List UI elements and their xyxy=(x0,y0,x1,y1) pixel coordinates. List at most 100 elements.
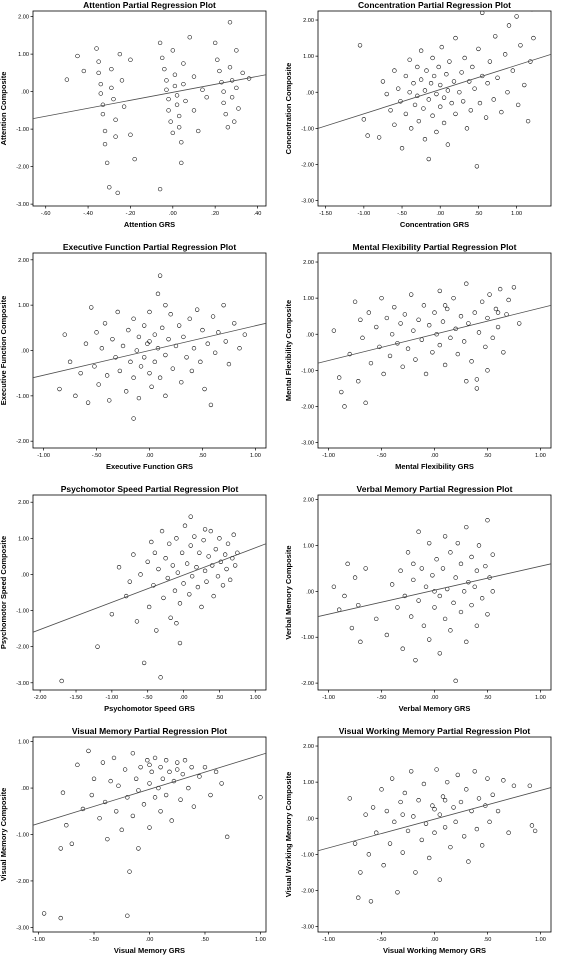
scatter-chart: Verbal Memory Partial Regression Plot -1.… xyxy=(285,484,570,726)
x-tick-label: -1.00 xyxy=(322,937,335,943)
x-axis-label: Mental Flexibility GRS xyxy=(395,462,474,471)
y-axis-label: Visual Working Memory Composite xyxy=(285,772,293,898)
y-tick-label: .00 xyxy=(306,332,314,338)
plot-area xyxy=(33,495,266,690)
y-tick-label: 1.00 xyxy=(18,303,29,309)
x-tick-label: .50 xyxy=(484,937,492,943)
chart-panel: Visual Memory Partial Regression Plot-1.… xyxy=(0,726,285,968)
y-tick-label: 2.00 xyxy=(303,744,314,750)
y-tick-label: -1.00 xyxy=(301,126,314,132)
x-tick-label: -.60 xyxy=(41,211,51,217)
x-tick-label: 1.00 xyxy=(535,695,546,701)
y-tick-label: -1.00 xyxy=(301,368,314,374)
x-tick-label: .50 xyxy=(484,695,492,701)
x-tick-label: .50 xyxy=(216,695,224,701)
x-tick-label: -2.00 xyxy=(34,695,47,701)
y-axis-label: Attention Composite xyxy=(0,72,8,146)
x-tick-label: -.50 xyxy=(377,695,387,701)
x-tick-label: 1.00 xyxy=(535,453,546,459)
y-tick-label: -3.00 xyxy=(301,199,314,205)
y-tick-label: .00 xyxy=(21,572,29,578)
y-tick-label: 1.00 xyxy=(18,740,29,746)
y-tick-label: 2.00 xyxy=(18,500,29,506)
x-tick-label: .00 xyxy=(436,211,444,217)
x-tick-label: -.50 xyxy=(92,453,102,459)
x-axis-label: Attention GRS xyxy=(124,220,175,229)
y-tick-label: 1.00 xyxy=(18,536,29,542)
chart-title: Psychomotor Speed Partial Regression Plo… xyxy=(61,484,239,494)
y-tick-label: -2.00 xyxy=(16,879,29,885)
x-tick-label: -.50 xyxy=(377,937,387,943)
y-tick-label: -2.00 xyxy=(16,645,29,651)
x-tick-label: -.50 xyxy=(377,453,387,459)
y-tick-label: -2.00 xyxy=(301,888,314,894)
x-axis-label: Verbal Memory GRS xyxy=(399,704,471,713)
x-tick-label: .40 xyxy=(254,211,262,217)
x-tick-label: .50 xyxy=(199,453,207,459)
x-tick-label: -.20 xyxy=(126,211,136,217)
scatter-chart: Visual Memory Partial Regression Plot-1.… xyxy=(0,726,285,968)
x-tick-label: -1.00 xyxy=(357,211,370,217)
scatter-chart: Concentration Partial Regression Plot -1.… xyxy=(285,0,570,242)
x-tick-label: -.40 xyxy=(83,211,93,217)
y-axis-label: Visual Memory Composite xyxy=(0,788,8,882)
x-tick-label: .50 xyxy=(475,211,483,217)
x-tick-label: 1.00 xyxy=(535,937,546,943)
x-tick-label: .00 xyxy=(146,937,154,943)
y-tick-label: .00 xyxy=(306,589,314,595)
y-tick-label: 2.00 xyxy=(18,15,29,21)
scatter-chart: Visual Working Memory Partial Regression… xyxy=(285,726,570,968)
y-tick-label: -3.00 xyxy=(301,925,314,931)
y-tick-label: -3.00 xyxy=(301,441,314,447)
chart-title: Visual Working Memory Partial Regression… xyxy=(339,726,531,736)
x-tick-label: -1.00 xyxy=(105,695,118,701)
plot-area xyxy=(33,737,266,932)
x-axis-label: Visual Working Memory GRS xyxy=(383,946,486,955)
chart-panel: Attention Partial Regression Plot -.60 -.4… xyxy=(0,0,285,242)
x-tick-label: .00 xyxy=(169,211,177,217)
x-tick-label: .50 xyxy=(201,937,209,943)
x-tick-label: -.50 xyxy=(143,695,153,701)
y-tick-label: -2.00 xyxy=(16,165,29,171)
x-tick-label: -.50 xyxy=(397,211,407,217)
y-tick-label: .00 xyxy=(21,90,29,96)
y-tick-label: -1.00 xyxy=(16,609,29,615)
x-tick-label: -1.00 xyxy=(322,695,335,701)
x-tick-label: .00 xyxy=(431,453,439,459)
y-tick-label: 1.00 xyxy=(303,780,314,786)
x-tick-label: -1.00 xyxy=(37,453,50,459)
y-axis-label: Verbal Memory Composite xyxy=(285,545,293,639)
y-tick-label: -2.00 xyxy=(301,681,314,687)
data-point xyxy=(530,7,534,11)
x-tick-label: 1.00 xyxy=(255,937,266,943)
x-tick-label: -.50 xyxy=(89,937,99,943)
y-tick-label: 2.00 xyxy=(303,260,314,266)
chart-title: Attention Partial Regression Plot xyxy=(83,0,216,10)
x-tick-label: -1.00 xyxy=(322,453,335,459)
x-axis-label: Psychomotor Speed GRS xyxy=(104,704,195,713)
chart-title: Mental Flexibility Partial Regression Pl… xyxy=(353,242,517,252)
y-tick-label: .00 xyxy=(21,349,29,355)
scatter-chart: Mental Flexibility Partial Regression Pl… xyxy=(285,242,570,484)
chart-panel: Concentration Partial Regression Plot -1.… xyxy=(285,0,570,242)
x-tick-label: -1.50 xyxy=(319,211,332,217)
chart-title: Visual Memory Partial Regression Plot xyxy=(72,726,227,736)
chart-title: Verbal Memory Partial Regression Plot xyxy=(357,484,513,494)
scatter-chart: Executive Function Partial Regression Pl… xyxy=(0,242,285,484)
y-tick-label: -2.00 xyxy=(301,404,314,410)
chart-panel: Psychomotor Speed Partial Regression Plo… xyxy=(0,484,285,726)
y-tick-label: -3.00 xyxy=(16,681,29,687)
chart-panel: Executive Function Partial Regression Pl… xyxy=(0,242,285,484)
y-tick-label: -2.00 xyxy=(16,439,29,445)
chart-title: Concentration Partial Regression Plot xyxy=(358,0,511,10)
y-tick-label: -3.00 xyxy=(16,925,29,931)
y-tick-label: 2.00 xyxy=(303,498,314,504)
y-tick-label: -1.00 xyxy=(301,852,314,858)
chart-panel: Visual Working Memory Partial Regression… xyxy=(285,726,570,968)
x-axis-label: Executive Function GRS xyxy=(106,462,193,471)
y-tick-label: 1.00 xyxy=(303,543,314,549)
y-tick-label: 2.00 xyxy=(18,258,29,264)
plot-area xyxy=(318,253,551,448)
y-axis-label: Concentration Composite xyxy=(285,63,293,155)
